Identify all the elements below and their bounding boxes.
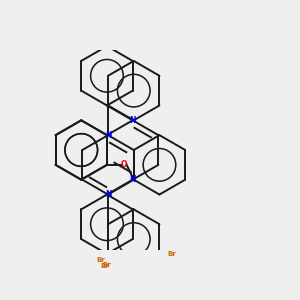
Text: N: N xyxy=(105,131,111,140)
Text: Br: Br xyxy=(103,262,111,268)
Text: Br: Br xyxy=(167,251,176,257)
Text: N: N xyxy=(105,190,111,199)
Text: Br: Br xyxy=(100,263,109,269)
Text: Br: Br xyxy=(96,257,105,263)
Text: N: N xyxy=(129,175,136,184)
Text: N: N xyxy=(129,116,136,125)
Text: O: O xyxy=(121,160,128,169)
